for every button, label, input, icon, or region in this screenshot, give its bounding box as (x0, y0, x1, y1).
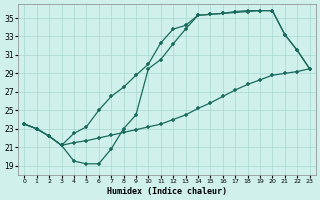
X-axis label: Humidex (Indice chaleur): Humidex (Indice chaleur) (107, 187, 227, 196)
